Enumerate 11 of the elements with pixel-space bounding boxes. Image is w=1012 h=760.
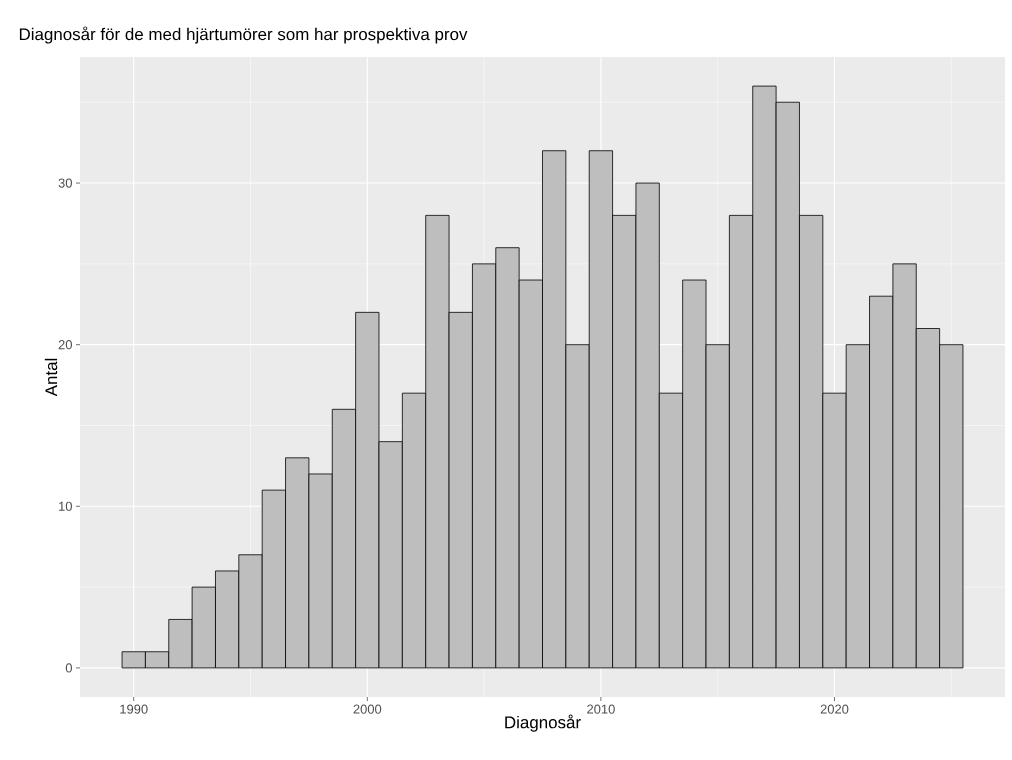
x-tick-label: 1990 [120,704,148,714]
x-axis-title: Diagnosår [505,714,581,732]
y-tick-label: 0 [65,663,72,673]
y-tick-label: 10 [59,501,72,511]
x-tick-label: 2010 [587,704,615,714]
chart-title: Diagnosår för de med hjärtumörer som har prospektiva prov [19,26,468,44]
x-tick-label: 2000 [353,704,382,714]
y-tick-label: 20 [58,340,72,350]
x-tick-label: 2020 [820,704,849,714]
y-axis-title: Antal [44,358,58,397]
y-tick-label: 30 [58,178,72,188]
